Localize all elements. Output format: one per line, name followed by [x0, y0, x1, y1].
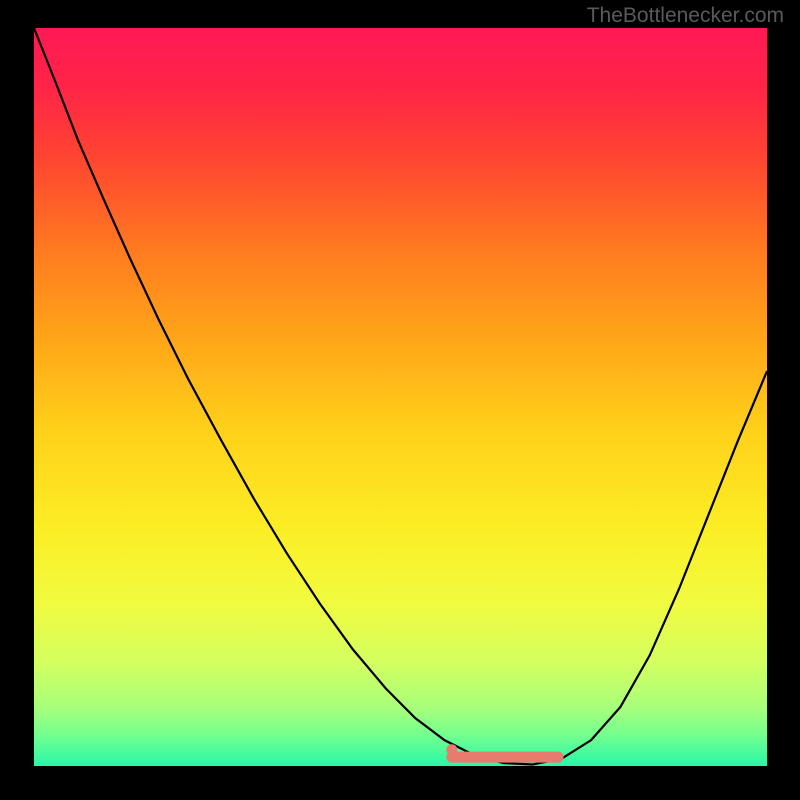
watermark-text: TheBottlenecker.com [587, 4, 784, 28]
chart-container [34, 28, 767, 766]
bottleneck-curve [34, 28, 767, 765]
curve-svg [34, 28, 767, 766]
